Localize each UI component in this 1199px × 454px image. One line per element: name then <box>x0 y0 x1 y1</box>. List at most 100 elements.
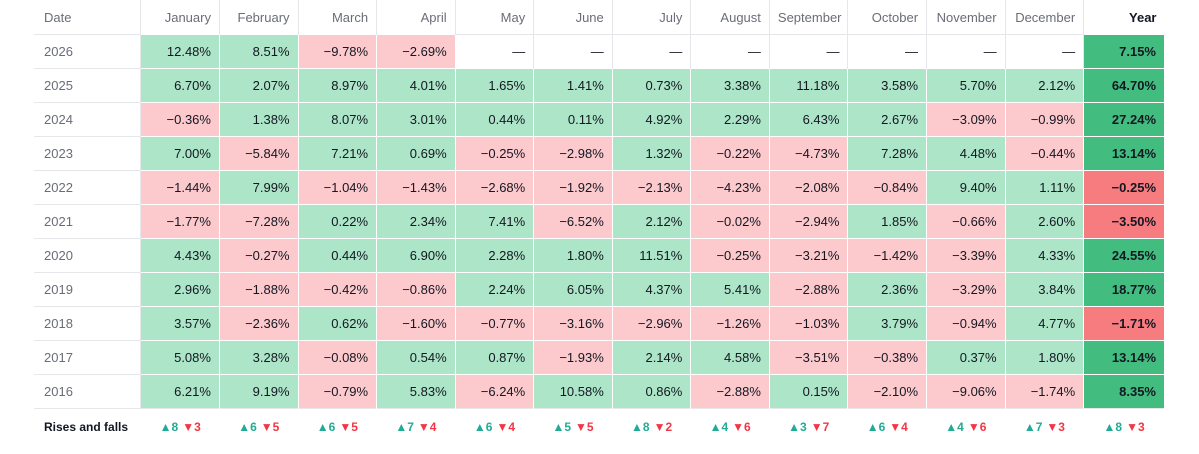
month-return-cell: −1.60% <box>376 306 456 341</box>
year-total-cell: 13.14% <box>1083 136 1165 171</box>
month-return-cell: 4.37% <box>612 272 692 307</box>
month-return-cell: −6.24% <box>455 374 535 409</box>
month-return-cell: 1.41% <box>533 68 613 103</box>
header-month-3[interactable]: March <box>298 0 378 35</box>
month-return-cell: — <box>1005 34 1085 69</box>
rises-falls-cell: ▲3 ▼7 <box>769 408 848 445</box>
table-row: 2026 12.48% 8.51% −9.78% −2.69% — — — — — — — —7.15% <box>34 34 1165 69</box>
month-return-cell: 1.80% <box>533 238 613 273</box>
month-return-cell: −2.88% <box>690 374 770 409</box>
month-return-cell: 4.92% <box>612 102 692 137</box>
month-return-cell: — <box>533 34 613 69</box>
month-return-cell: −0.08% <box>298 340 378 375</box>
month-return-cell: 2.67% <box>847 102 928 137</box>
header-month-1[interactable]: January <box>140 0 220 35</box>
month-return-cell: −3.21% <box>769 238 849 273</box>
month-return-cell: 9.19% <box>219 374 299 409</box>
header-month-8[interactable]: August <box>690 0 770 35</box>
month-return-cell: 8.07% <box>298 102 378 137</box>
month-return-cell: 2.36% <box>847 272 928 307</box>
month-return-cell: −4.73% <box>769 136 849 171</box>
header-month-11[interactable]: November <box>926 0 1006 35</box>
falls-count: ▼5 <box>575 420 594 434</box>
month-return-cell: 6.90% <box>376 238 456 273</box>
header-month-6[interactable]: June <box>533 0 613 35</box>
month-return-cell: 4.58% <box>690 340 770 375</box>
header-month-4[interactable]: April <box>376 0 456 35</box>
month-return-cell: 7.00% <box>140 136 220 171</box>
rises-falls-cell: ▲4 ▼6 <box>926 408 1006 445</box>
row-year-label: 2022 <box>34 170 142 205</box>
header-month-9[interactable]: September <box>769 0 849 35</box>
month-return-cell: 3.57% <box>140 306 220 341</box>
rises-falls-cell: ▲7 ▼3 <box>1005 408 1084 445</box>
month-return-cell: 0.87% <box>455 340 535 375</box>
falls-count: ▼3 <box>1046 420 1065 434</box>
month-return-cell: −0.38% <box>847 340 928 375</box>
month-return-cell: 1.38% <box>219 102 299 137</box>
year-total-cell: −1.71% <box>1083 306 1165 341</box>
row-year-label: 2018 <box>34 306 142 341</box>
table-row: 2018 3.57% −2.36% 0.62% −1.60% −0.77% −3.16% −2… <box>34 306 1165 341</box>
month-return-cell: 2.24% <box>455 272 535 307</box>
rises-count: ▲7 <box>1023 420 1043 434</box>
header-month-7[interactable]: July <box>612 0 692 35</box>
month-return-cell: 6.43% <box>769 102 849 137</box>
month-return-cell: −2.36% <box>219 306 299 341</box>
month-return-cell: −9.06% <box>926 374 1006 409</box>
month-return-cell: −2.98% <box>533 136 613 171</box>
month-return-cell: −0.25% <box>455 136 535 171</box>
month-return-cell: 8.97% <box>298 68 378 103</box>
row-year-label: 2017 <box>34 340 142 375</box>
rises-falls-cell: ▲8 ▼3 <box>140 408 220 445</box>
header-year[interactable]: Year <box>1129 9 1157 25</box>
rises-count: ▲6 <box>866 420 886 434</box>
month-return-cell: 1.85% <box>847 204 928 239</box>
year-total-cell: 8.35% <box>1083 374 1165 409</box>
month-return-cell: 5.08% <box>140 340 220 375</box>
month-return-cell: 3.79% <box>847 306 928 341</box>
falls-count: ▼6 <box>732 420 751 434</box>
month-return-cell: 0.69% <box>376 136 456 171</box>
month-return-cell: 3.01% <box>376 102 456 137</box>
row-year-label: 2021 <box>34 204 142 239</box>
month-return-cell: 7.28% <box>847 136 928 171</box>
month-return-cell: — <box>690 34 770 69</box>
month-return-cell: −2.10% <box>847 374 928 409</box>
year-total-cell: 27.24% <box>1083 102 1165 137</box>
falls-count: ▼7 <box>810 420 830 434</box>
table-row: 2024 −0.36% 1.38% 8.07% 3.01% 0.44% 0.11% 4.92%… <box>34 102 1165 137</box>
falls-count: ▼3 <box>182 420 201 434</box>
header-month-10[interactable]: October <box>847 0 928 35</box>
month-return-cell: 3.38% <box>690 68 770 103</box>
header-month-12[interactable]: December <box>1005 0 1085 35</box>
month-return-cell: −0.66% <box>926 204 1006 239</box>
month-return-cell: −0.27% <box>219 238 299 273</box>
rises-count: ▲6 <box>316 420 336 434</box>
month-return-cell: 4.48% <box>926 136 1006 171</box>
table-row: 2023 7.00% −5.84% 7.21% 0.69% −0.25% −2.98% 1.3… <box>34 136 1165 171</box>
month-return-cell: −0.25% <box>690 238 770 273</box>
header-month-2[interactable]: February <box>219 0 299 35</box>
year-total-cell: 13.14% <box>1083 340 1165 375</box>
month-return-cell: 0.44% <box>455 102 535 137</box>
month-return-cell: 4.77% <box>1005 306 1085 341</box>
rises-falls-cell: ▲6 ▼4 <box>455 408 534 445</box>
month-return-cell: −3.09% <box>926 102 1006 137</box>
rises-count: ▲6 <box>238 420 257 434</box>
falls-count: ▼2 <box>653 420 673 434</box>
rises-and-falls-label: Rises and falls <box>34 408 141 445</box>
header-month-5[interactable]: May <box>455 0 535 35</box>
year-total-cell: −0.25% <box>1083 170 1165 205</box>
rises-count: ▲6 <box>473 420 493 434</box>
table-row: 2021 −1.77% −7.28% 0.22% 2.34% 7.41% −6.52% 2.1… <box>34 204 1165 239</box>
month-return-cell: 7.99% <box>219 170 299 205</box>
falls-count: ▼4 <box>496 420 515 434</box>
month-return-cell: 2.96% <box>140 272 220 307</box>
month-return-cell: — <box>926 34 1006 69</box>
month-return-cell: 7.21% <box>298 136 378 171</box>
month-return-cell: 0.54% <box>376 340 456 375</box>
header-date[interactable]: Date <box>34 0 142 35</box>
month-return-cell: 0.86% <box>612 374 692 409</box>
month-return-cell: 4.33% <box>1005 238 1085 273</box>
